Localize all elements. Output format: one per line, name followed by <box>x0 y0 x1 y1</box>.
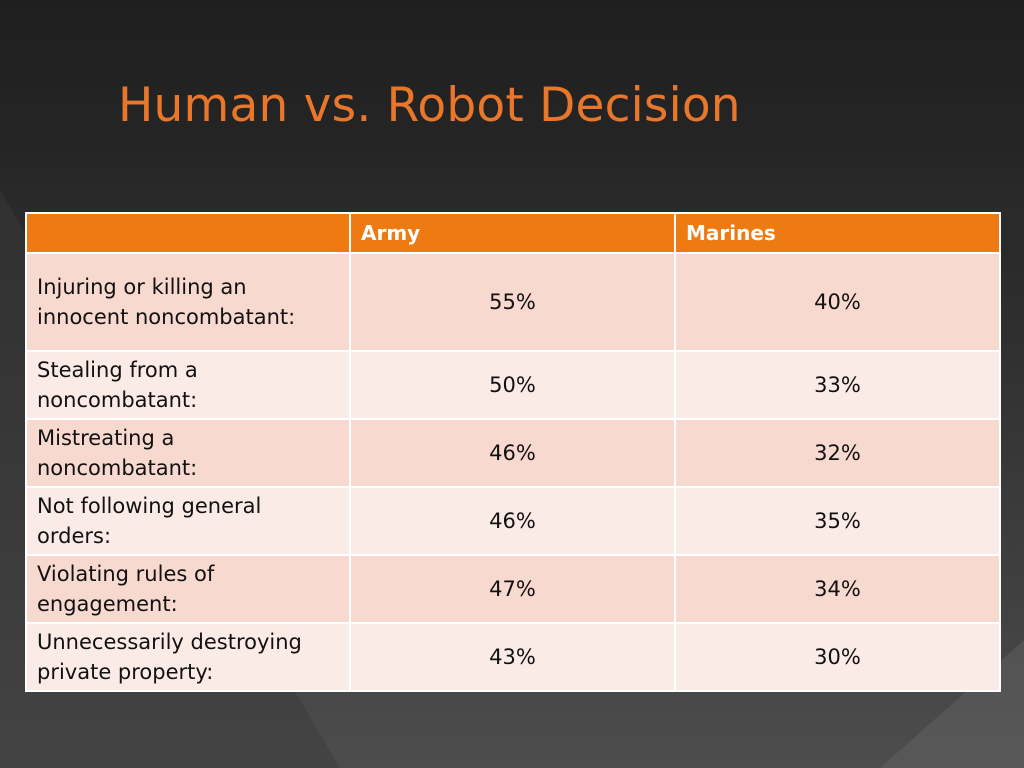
header-marines: Marines <box>674 212 1001 254</box>
table-row: Mistreating a noncombatant: 46% 32% <box>25 418 1001 488</box>
army-value: 46% <box>349 418 676 488</box>
marines-value: 35% <box>674 486 1001 556</box>
marines-value: 34% <box>674 554 1001 624</box>
row-label: Stealing from a noncombatant: <box>25 350 351 420</box>
army-value: 50% <box>349 350 676 420</box>
army-value: 55% <box>349 252 676 352</box>
army-value: 46% <box>349 486 676 556</box>
marines-value: 33% <box>674 350 1001 420</box>
slide-title: Human vs. Robot Decision <box>118 78 741 133</box>
row-label: Unnecessarily destroying private propert… <box>25 622 351 692</box>
marines-value: 32% <box>674 418 1001 488</box>
marines-value: 30% <box>674 622 1001 692</box>
row-label: Mistreating a noncombatant: <box>25 418 351 488</box>
table-row: Unnecessarily destroying private propert… <box>25 622 1001 692</box>
table-header-row: Army Marines <box>25 212 1001 254</box>
row-label: Not following general orders: <box>25 486 351 556</box>
row-label: Violating rules of engagement: <box>25 554 351 624</box>
comparison-table: Army Marines Injuring or killing an inno… <box>25 212 1001 692</box>
header-army: Army <box>349 212 676 254</box>
table-row: Injuring or killing an innocent noncomba… <box>25 252 1001 352</box>
table-row: Not following general orders: 46% 35% <box>25 486 1001 556</box>
army-value: 43% <box>349 622 676 692</box>
army-value: 47% <box>349 554 676 624</box>
marines-value: 40% <box>674 252 1001 352</box>
table-row: Violating rules of engagement: 47% 34% <box>25 554 1001 624</box>
row-label: Injuring or killing an innocent noncomba… <box>25 252 351 352</box>
table-row: Stealing from a noncombatant: 50% 33% <box>25 350 1001 420</box>
header-empty <box>25 212 351 254</box>
